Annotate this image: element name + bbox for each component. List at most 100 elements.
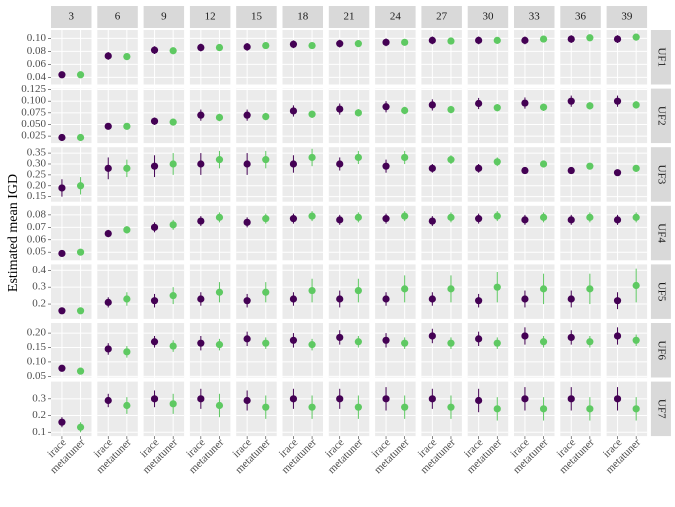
point [150,117,159,125]
point [262,112,270,121]
y-tick-label: 0.08 [27,45,47,57]
point [428,101,436,109]
column-strip [189,6,231,28]
point [169,400,177,408]
panel [467,30,509,85]
point [243,43,251,51]
panel [282,264,323,319]
row-label: UF7 [655,399,667,419]
column-label: 12 [205,11,216,23]
y-tick-label: 0.08 [27,208,47,220]
point [123,226,131,234]
point [262,288,270,296]
panel [51,88,92,144]
point [289,40,298,48]
y-tick-label: 0.2 [32,298,46,310]
panel [236,381,277,437]
point [150,297,159,305]
point [428,395,436,403]
y-tick-label: 0.35 [27,147,47,159]
panel [282,381,323,437]
point [632,281,640,290]
panel [236,88,277,144]
panel [467,381,509,437]
y-axis-label: Estimated mean IGD [6,174,21,292]
column-strip [143,6,185,28]
row-label: UF5 [655,282,667,302]
point [76,307,85,315]
point [428,295,436,303]
point [215,341,224,349]
column-label: 33 [529,11,541,23]
column-label: 39 [621,11,633,23]
point [447,105,455,114]
panel [606,264,648,319]
point [169,118,177,126]
y-tick-label: 0.1 [32,426,46,438]
point [336,160,344,168]
y-tick-label: 0.06 [27,58,47,70]
point [613,35,622,43]
point [475,215,483,223]
column-strip [236,6,277,28]
point [123,295,131,303]
column-strip [282,6,323,28]
column-strip [375,6,416,28]
y-tick-label: 0.15 [27,341,47,353]
point [215,401,224,410]
point [382,103,390,111]
point [401,285,409,293]
point [197,160,205,168]
panel [375,88,416,144]
point [76,367,85,375]
point [308,110,316,118]
panel [143,264,185,319]
panel [514,30,555,85]
y-tick-label: 0.025 [21,130,46,142]
point [521,216,529,224]
point [613,216,622,224]
point [308,341,316,349]
panel [51,381,92,437]
point [150,338,159,346]
point [289,160,298,168]
point [197,395,205,403]
column-strip [97,6,138,28]
point [289,395,298,403]
point [567,216,575,224]
panel [97,264,138,319]
point [354,403,362,411]
point [447,403,455,411]
point [613,97,622,105]
point [336,216,344,224]
point [382,38,390,46]
point [262,156,270,164]
point [428,164,436,172]
column-label: 9 [161,11,167,23]
point [336,40,344,48]
point [632,101,640,109]
point [613,395,622,403]
panel [560,264,601,319]
point [632,213,640,221]
y-tick-label: 0.2 [32,409,46,421]
panel [282,88,323,144]
point [336,105,344,113]
point [262,403,270,411]
y-tick-label: 0.05 [27,370,47,382]
point [567,395,575,403]
y-tick-label: 0.25 [27,168,47,180]
panel [606,88,648,144]
panel [143,88,185,144]
point [58,133,66,142]
point [586,213,594,221]
point [243,396,251,405]
point [243,111,251,119]
point [58,71,66,79]
panel [236,323,277,378]
column-label: 6 [115,11,121,23]
row-label: UF4 [655,223,667,243]
point [382,162,390,170]
point [401,339,409,347]
panel [467,88,509,144]
